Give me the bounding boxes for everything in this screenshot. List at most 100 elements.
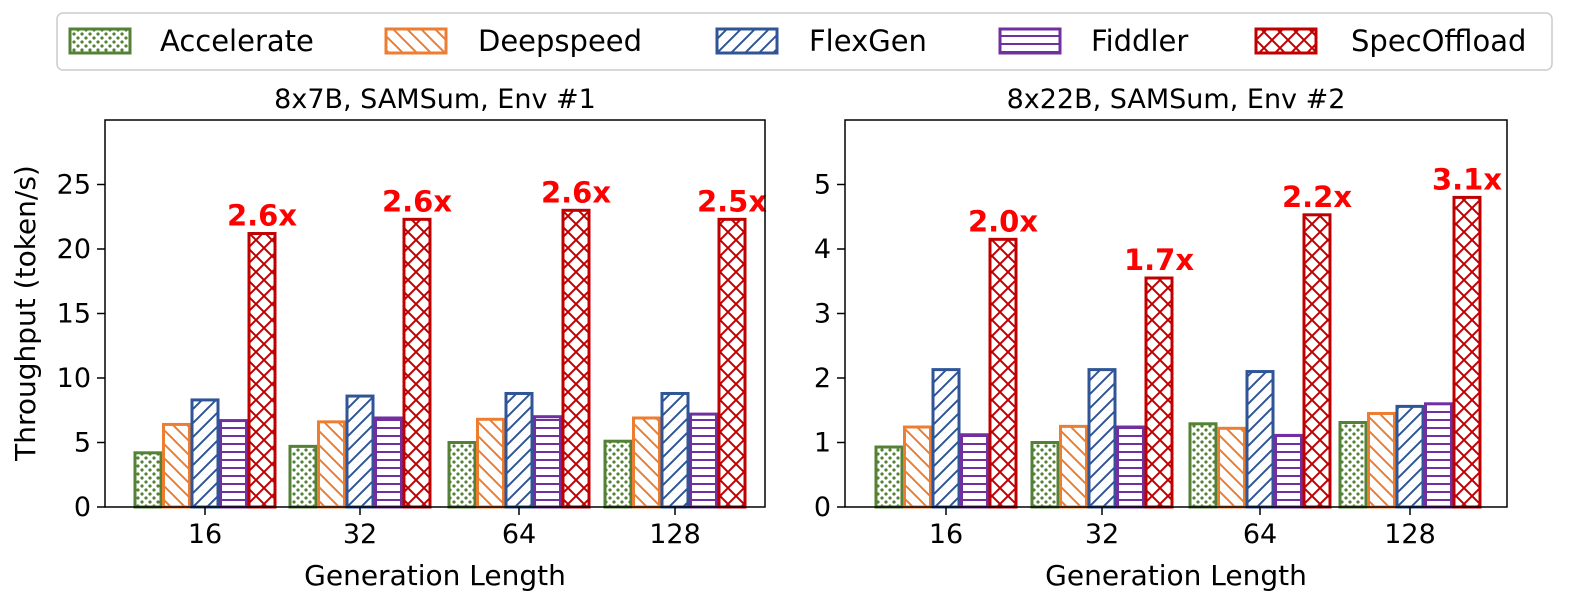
bar-specoffload-32	[402, 217, 432, 509]
y-tick-label: 1	[814, 428, 831, 459]
speedup-label-64: 2.2x	[1282, 180, 1352, 214]
legend-entry-specoffload: SpecOffload	[1254, 24, 1526, 58]
y-tick-label: 25	[57, 170, 91, 201]
legend-swatch-flexgen	[715, 27, 779, 55]
speedup-label-32: 2.6x	[382, 184, 452, 218]
bar-deepspeed-64	[476, 417, 505, 509]
bar-specoffload-64	[1302, 213, 1332, 509]
speedup-label-128: 3.1x	[1432, 162, 1502, 196]
bar-deepspeed-64	[1217, 426, 1246, 509]
y-tick-label: 10	[57, 363, 91, 394]
bar-specoffload-32	[1144, 276, 1174, 509]
bar-specoffload-64	[561, 208, 591, 509]
bar-specoffload-128	[1452, 195, 1482, 509]
bar-deepspeed-128	[1367, 411, 1396, 509]
bar-specoffload-128	[717, 217, 747, 509]
chart-title-left: 8x7B, SAMSum, Env #1	[274, 84, 596, 115]
speedup-labels-left: 2.6x 2.6x 2.6x 2.5x	[227, 175, 767, 232]
legend-label-fiddler: Fiddler	[1091, 24, 1188, 58]
legend-label-accelerate: Accelerate	[160, 24, 314, 58]
bar-accelerate-32	[1030, 441, 1060, 509]
y-tick-label: 5	[74, 428, 91, 459]
legend-entry-accelerate: Accelerate	[68, 24, 314, 58]
x-tick-label-16: 16	[929, 519, 963, 550]
bar-fiddler-16	[219, 419, 248, 509]
y-ticks-left: 0 5 10 15 20 25	[57, 170, 105, 523]
y-tick-label: 0	[814, 492, 831, 523]
bar-specoffload-16	[247, 232, 277, 509]
bar-flexgen-128	[660, 391, 690, 509]
chart-8x7b: 8x7B, SAMSum, Env #1 0 5 10 15 20 25 16 32 64 12…	[57, 84, 768, 592]
bar-flexgen-64	[504, 391, 534, 509]
bar-accelerate-128	[603, 439, 633, 509]
speedup-label-32: 1.7x	[1124, 243, 1194, 277]
y-tick-label: 15	[57, 299, 91, 330]
bar-fiddler-64	[533, 415, 562, 509]
bar-fiddler-32	[374, 416, 403, 509]
x-tick-label-64: 64	[1243, 519, 1277, 550]
bar-fiddler-128	[689, 412, 718, 509]
bar-flexgen-16	[190, 398, 220, 509]
chart-title-right: 8x22B, SAMSum, Env #2	[1007, 84, 1346, 115]
bar-accelerate-16	[133, 451, 163, 509]
bar-fiddler-64	[1274, 433, 1303, 509]
bars-left	[133, 208, 747, 509]
bar-flexgen-128	[1395, 404, 1425, 509]
speedup-label-16: 2.0x	[968, 204, 1038, 238]
legend-swatch-specoffload	[1254, 27, 1318, 55]
bar-deepspeed-128	[632, 416, 661, 509]
legend-entry-fiddler: Fiddler	[998, 24, 1188, 58]
bar-accelerate-128	[1338, 421, 1368, 509]
bar-specoffload-16	[988, 237, 1018, 509]
y-tick-label: 4	[814, 234, 831, 265]
y-tick-label: 20	[57, 234, 91, 265]
bar-deepspeed-32	[317, 420, 346, 509]
x-tick-label-64: 64	[502, 519, 536, 550]
y-tick-label: 5	[814, 170, 831, 201]
bar-flexgen-32	[1087, 368, 1117, 509]
legend-entry-deepspeed: Deepspeed	[384, 24, 642, 58]
bar-flexgen-32	[345, 394, 375, 509]
bar-accelerate-16	[874, 445, 904, 509]
x-ticks-left: 16 32 64 128	[188, 507, 701, 550]
x-axis-title-right: Generation Length	[1045, 559, 1307, 592]
legend-label-specoffload: SpecOffload	[1351, 24, 1526, 58]
legend-frame	[56, 12, 1553, 71]
x-ticks-right: 16 32 64 128	[929, 507, 1436, 550]
y-tick-label: 3	[814, 299, 831, 330]
x-tick-label-16: 16	[188, 519, 222, 550]
speedup-label-16: 2.6x	[227, 199, 297, 233]
bar-accelerate-64	[447, 441, 477, 509]
y-tick-label: 0	[74, 492, 91, 523]
legend-label-flexgen: FlexGen	[809, 24, 927, 58]
legend-entry-flexgen: FlexGen	[715, 24, 927, 58]
x-tick-label-128: 128	[1384, 519, 1436, 550]
speedup-labels-right: 2.0x 1.7x 2.2x 3.1x	[968, 162, 1502, 277]
bars-right	[874, 195, 1482, 509]
y-tick-label: 2	[814, 363, 831, 394]
bar-fiddler-128	[1424, 402, 1453, 509]
y-ticks-right: 0 1 2 3 4 5	[814, 170, 845, 523]
legend-swatch-accelerate	[68, 27, 132, 55]
bar-flexgen-64	[1245, 370, 1275, 509]
bar-deepspeed-32	[1059, 424, 1088, 509]
speedup-label-64: 2.6x	[541, 175, 611, 209]
legend-label-deepspeed: Deepspeed	[478, 24, 642, 58]
bar-accelerate-64	[1188, 422, 1218, 509]
plot-frame-left	[104, 119, 766, 508]
bar-fiddler-32	[1116, 425, 1145, 509]
y-axis-title: Throughput (token/s)	[9, 165, 42, 462]
bar-accelerate-32	[288, 444, 318, 509]
x-tick-label-128: 128	[649, 519, 701, 550]
bar-flexgen-16	[931, 368, 961, 509]
legend-swatch-deepspeed	[384, 27, 448, 55]
x-tick-label-32: 32	[1085, 519, 1119, 550]
speedup-label-128: 2.5x	[697, 184, 767, 218]
legend-swatch-fiddler	[998, 27, 1062, 55]
bar-deepspeed-16	[162, 422, 191, 509]
x-tick-label-32: 32	[343, 519, 377, 550]
bar-fiddler-16	[960, 433, 989, 509]
x-axis-title-left: Generation Length	[304, 559, 566, 592]
plot-frame-right	[844, 119, 1508, 508]
